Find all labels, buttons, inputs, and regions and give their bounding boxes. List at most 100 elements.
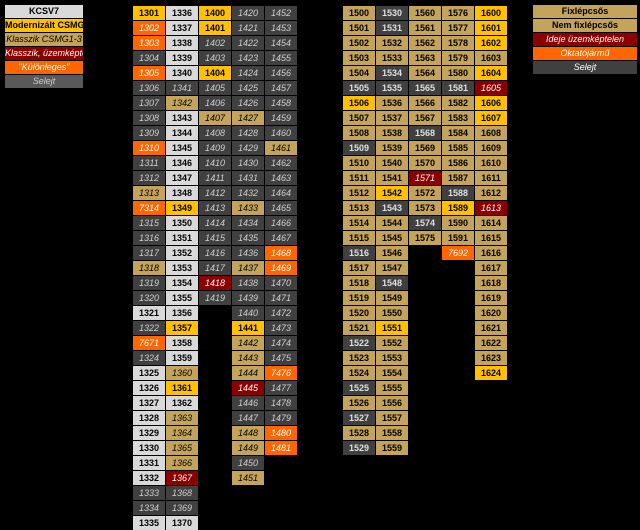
vehicle-cell: 1622: [475, 336, 507, 350]
vehicle-cell: 1618: [475, 276, 507, 290]
legend-item: KCSV7: [5, 5, 83, 18]
empty-cell: [232, 516, 264, 530]
vehicle-cell: 1466: [265, 216, 297, 230]
vehicle-cell: 1509: [343, 141, 375, 155]
vehicle-cell: 1536: [376, 96, 408, 110]
vehicle-cell: 1346: [166, 156, 198, 170]
vehicle-cell: 1441: [232, 321, 264, 335]
vehicle-cell: 1436: [232, 246, 264, 260]
vehicle-cell: 1581: [442, 81, 474, 95]
vehicle-cell: 1445: [232, 381, 264, 395]
vehicle-cell: 1568: [409, 126, 441, 140]
vehicle-cell: 1424: [232, 66, 264, 80]
vehicle-cell: 1340: [166, 66, 198, 80]
vehicle-cell: 1302: [133, 21, 165, 35]
vehicle-cell: 1540: [376, 156, 408, 170]
vehicle-cell: 1351: [166, 231, 198, 245]
empty-cell: [199, 351, 231, 365]
vehicle-cell: 1577: [442, 21, 474, 35]
vehicle-cell: 1361: [166, 381, 198, 395]
vehicle-cell: 1588: [442, 186, 474, 200]
vehicle-cell: 1321: [133, 306, 165, 320]
vehicle-cell: 1607: [475, 111, 507, 125]
vehicle-cell: 1479: [265, 411, 297, 425]
grid-column: 1530 1531 1532 1533 1534 1535 1536 1537 1538 1539…: [376, 6, 408, 455]
vehicle-cell: 1400: [199, 6, 231, 20]
empty-cell: [199, 426, 231, 440]
empty-cell: [409, 276, 441, 290]
vehicle-cell: 1453: [265, 21, 297, 35]
vehicle-cell: 1609: [475, 141, 507, 155]
vehicle-cell: 1610: [475, 156, 507, 170]
empty-cell: [409, 426, 441, 440]
vehicle-cell: 1582: [442, 96, 474, 110]
vehicle-cell: 1481: [265, 441, 297, 455]
vehicle-cell: 1590: [442, 216, 474, 230]
vehicle-cell: 1337: [166, 21, 198, 35]
vehicle-cell: 1318: [133, 261, 165, 275]
empty-cell: [442, 351, 474, 365]
empty-cell: [475, 381, 507, 395]
vehicle-cell: 1549: [376, 291, 408, 305]
vehicle-cell: 1425: [232, 81, 264, 95]
vehicle-cell: 1415: [199, 231, 231, 245]
vehicle-cell: 1534: [376, 66, 408, 80]
empty-cell: [475, 411, 507, 425]
empty-cell: [199, 456, 231, 470]
vehicle-cell: 1552: [376, 336, 408, 350]
vehicle-cell: 1520: [343, 306, 375, 320]
vehicle-cell: 1421: [232, 21, 264, 35]
vehicle-cell: 1558: [376, 426, 408, 440]
vehicle-cell: 1500: [343, 6, 375, 20]
vehicle-cell: 1472: [265, 306, 297, 320]
vehicle-cell: 1554: [376, 366, 408, 380]
vehicle-cell: 1411: [199, 171, 231, 185]
vehicle-cell: 1528: [343, 426, 375, 440]
empty-cell: [265, 516, 297, 530]
vehicle-cell: 1544: [376, 216, 408, 230]
empty-cell: [232, 501, 264, 515]
vehicle-cell: 1539: [376, 141, 408, 155]
vehicle-cell: 1422: [232, 36, 264, 50]
vehicle-cell: 1465: [265, 201, 297, 215]
vehicle-cell: 1446: [232, 396, 264, 410]
vehicle-cell: 1508: [343, 126, 375, 140]
vehicle-cell: 1359: [166, 351, 198, 365]
empty-cell: [199, 381, 231, 395]
legend-item: Fixlépcsős: [533, 5, 637, 18]
grid-column: 1560 1561 1562 1563 1564 1565 1566 1567 1568 1569…: [409, 6, 441, 455]
vehicle-cell: 1428: [232, 126, 264, 140]
vehicle-cell: 1470: [265, 276, 297, 290]
vehicle-cell: 1363: [166, 411, 198, 425]
vehicle-cell: 1556: [376, 396, 408, 410]
vehicle-cell: 1522: [343, 336, 375, 350]
vehicle-cell: 1624: [475, 366, 507, 380]
vehicle-cell: 1460: [265, 126, 297, 140]
vehicle-cell: 1322: [133, 321, 165, 335]
vehicle-cell: 1305: [133, 66, 165, 80]
vehicle-cell: 1463: [265, 171, 297, 185]
vehicle-cell: 1538: [376, 126, 408, 140]
empty-cell: [409, 366, 441, 380]
vehicle-cell: 1591: [442, 231, 474, 245]
empty-cell: [442, 291, 474, 305]
vehicle-cell: 1315: [133, 216, 165, 230]
empty-cell: [409, 306, 441, 320]
vehicle-cell: 1444: [232, 366, 264, 380]
empty-cell: [199, 396, 231, 410]
vehicle-cell: 1565: [409, 81, 441, 95]
vehicle-cell: 1462: [265, 156, 297, 170]
vehicle-cell: 1335: [133, 516, 165, 530]
vehicle-cell: 1550: [376, 306, 408, 320]
vehicle-cell: 1366: [166, 456, 198, 470]
grid-column: 1301 1302 1303 1304 1305 1306 1307 1308 1309 1310…: [133, 6, 165, 530]
vehicle-cell: 1473: [265, 321, 297, 335]
vehicle-cell: 1338: [166, 36, 198, 50]
vehicle-cell: 1477: [265, 381, 297, 395]
grid-column: 1576 1577 1578 1579 1580 1581 1582 1583 1584 1585…: [442, 6, 474, 455]
vehicle-cell: 1574: [409, 216, 441, 230]
vehicle-cell: 1457: [265, 81, 297, 95]
vehicle-cell: 1401: [199, 21, 231, 35]
vehicle-cell: 1354: [166, 276, 198, 290]
vehicle-cell: 1521: [343, 321, 375, 335]
